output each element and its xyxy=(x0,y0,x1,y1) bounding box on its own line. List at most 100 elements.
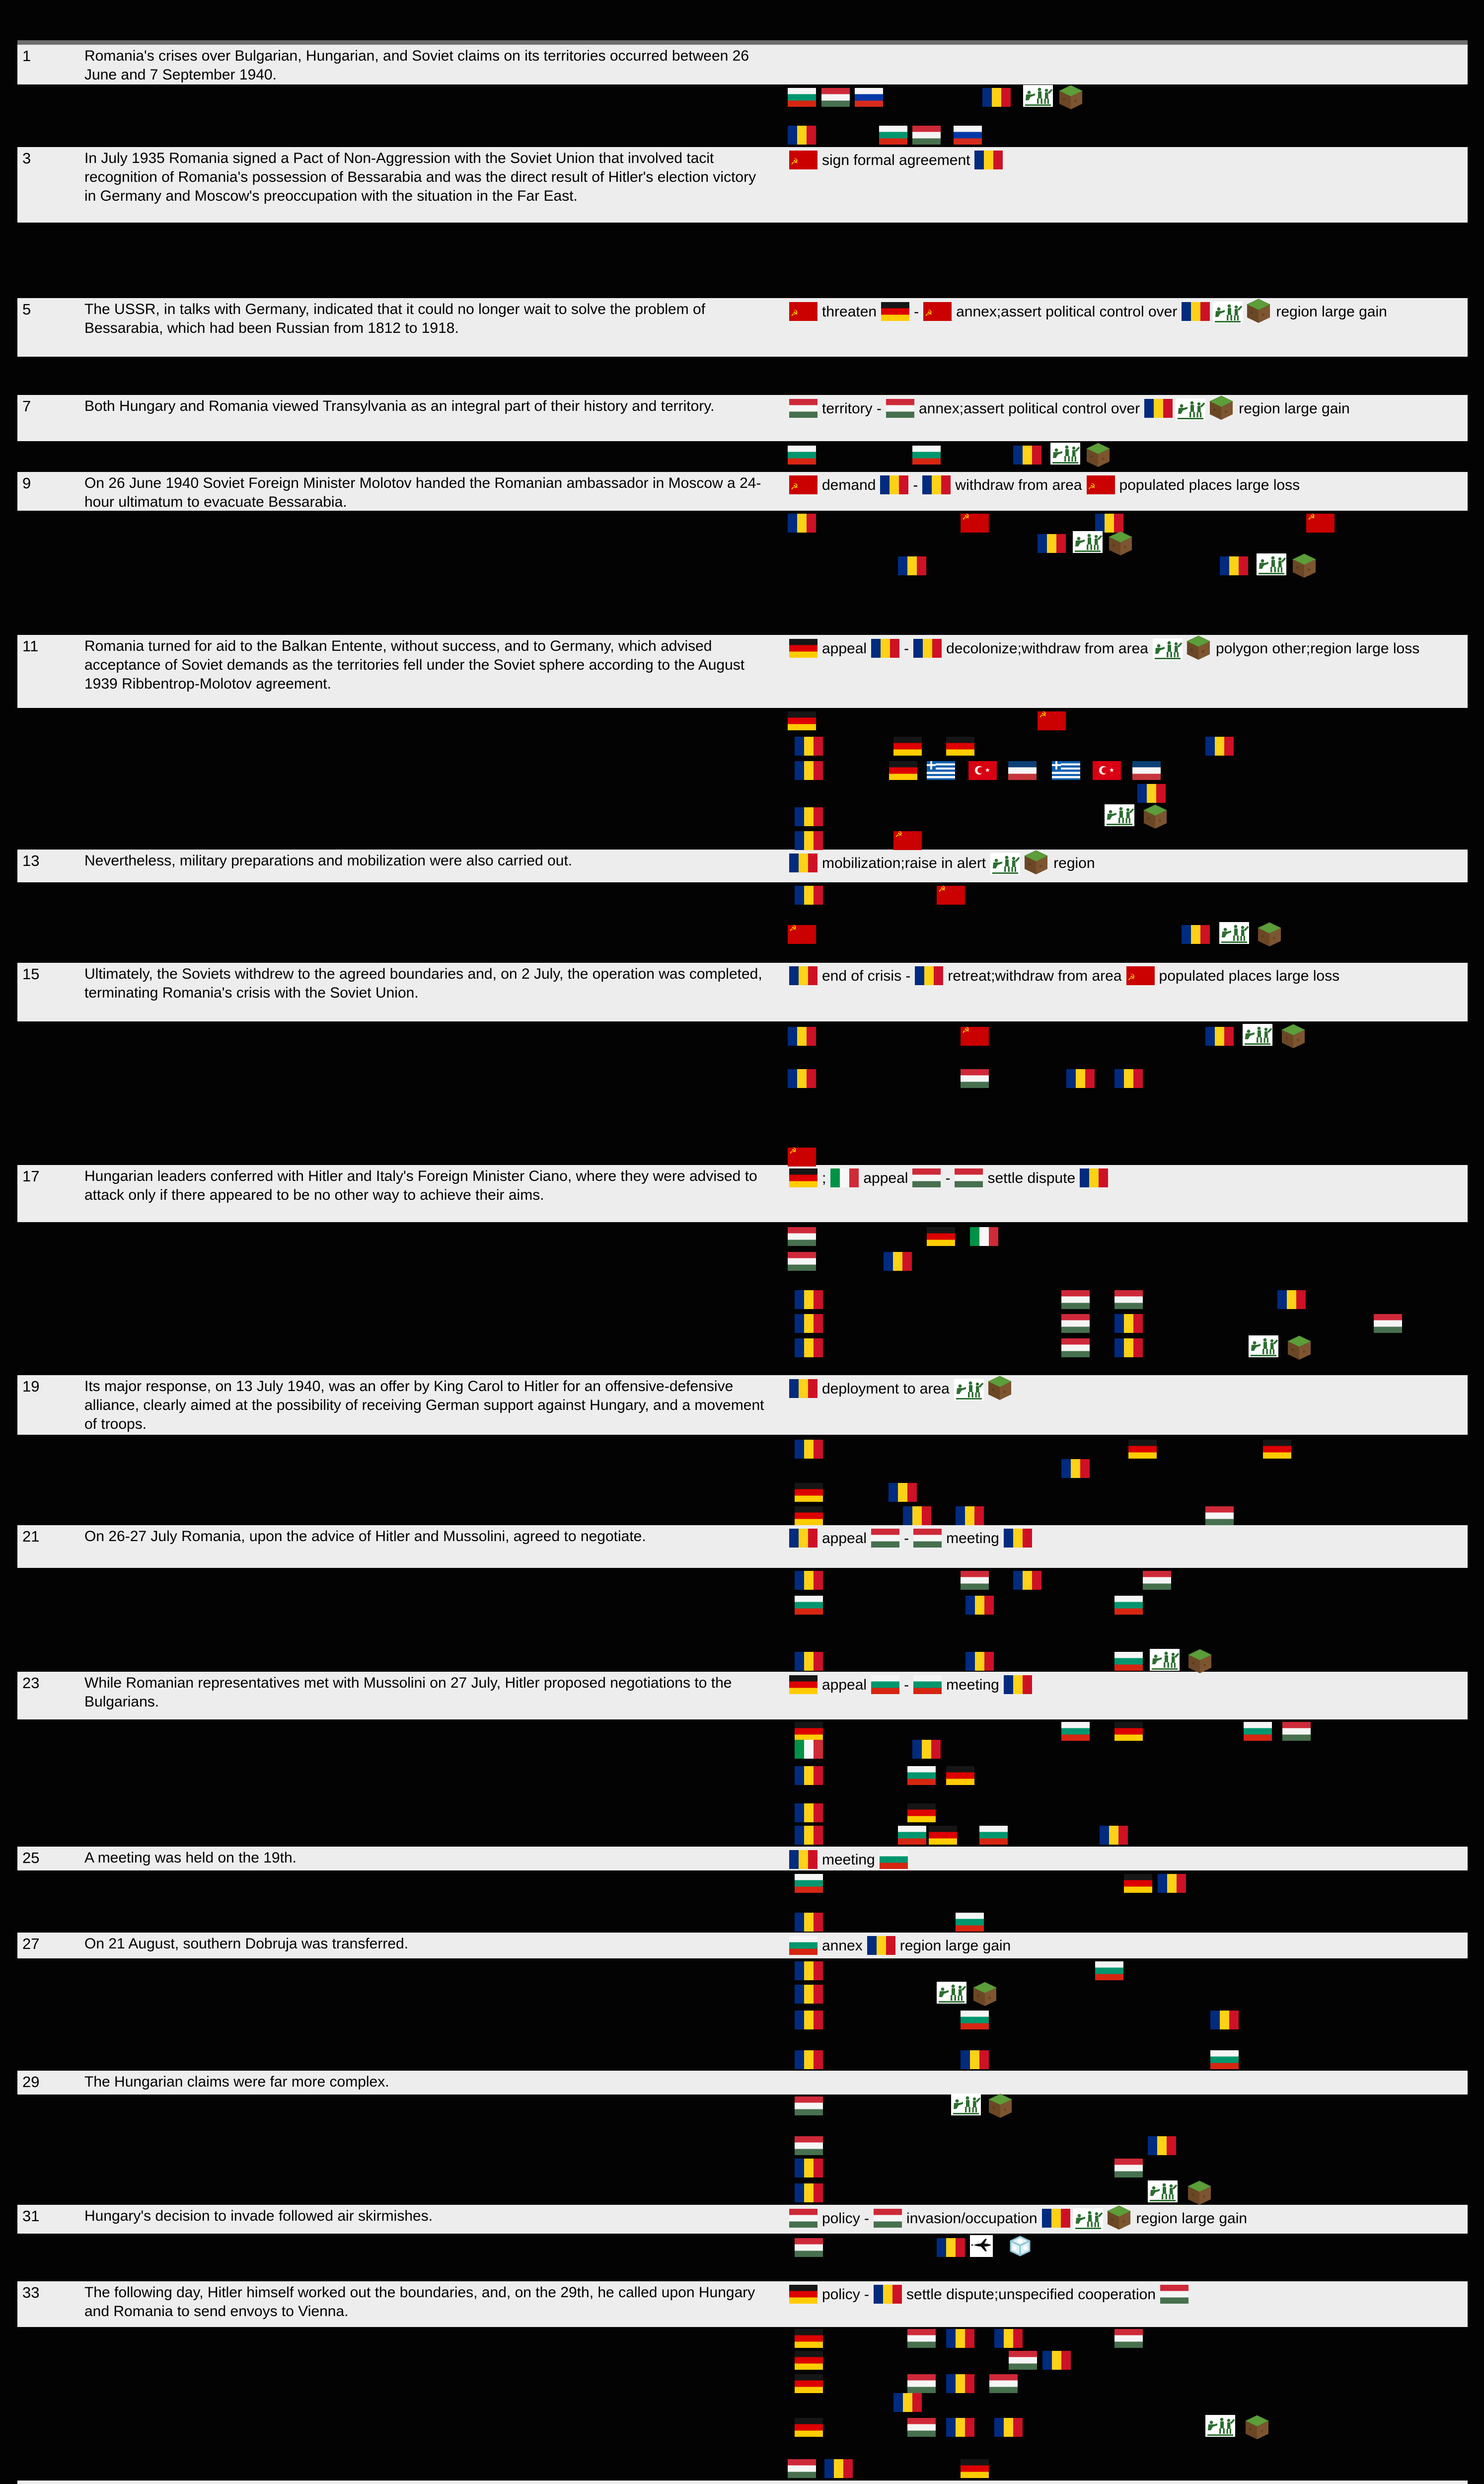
flag-hungary-icon[interactable] xyxy=(1205,1506,1234,1525)
flag-hungary-icon[interactable] xyxy=(907,2329,936,2348)
flag-germany-icon[interactable] xyxy=(795,1483,823,1502)
flag-russia-icon[interactable] xyxy=(855,88,883,107)
soldiers-icon[interactable] xyxy=(1073,531,1103,553)
flag-hungary-icon[interactable] xyxy=(1061,1338,1090,1357)
flag-romania-icon[interactable] xyxy=(795,1803,823,1822)
flag-romania-icon[interactable] xyxy=(1066,1069,1095,1088)
statement-row-3[interactable]: 3 In July 1935 Romania signed a Pact of N… xyxy=(17,147,1468,223)
flag-romania-icon[interactable] xyxy=(1100,1826,1128,1845)
flag-romania-icon[interactable] xyxy=(795,1652,823,1671)
flag-romania-icon[interactable] xyxy=(884,1252,912,1271)
flag-ussr-icon[interactable]: ☭ xyxy=(961,514,989,533)
soldiers-icon[interactable] xyxy=(937,1982,966,2004)
flag-romania-icon[interactable] xyxy=(946,2329,974,2348)
terrain-block-icon[interactable] xyxy=(1286,1335,1312,1360)
ice-block-icon[interactable] xyxy=(1009,2235,1032,2257)
soldiers-icon[interactable] xyxy=(1050,443,1080,465)
flag-romania-icon[interactable] xyxy=(795,1571,823,1590)
flag-turkey-icon[interactable]: ★ xyxy=(1093,761,1121,780)
flag-romania-icon[interactable] xyxy=(889,1483,917,1502)
flag-bulgaria-icon[interactable] xyxy=(795,1596,823,1615)
flag-ussr-icon[interactable]: ☭ xyxy=(788,1148,816,1166)
flag-germany-icon[interactable] xyxy=(795,2418,823,2437)
flag-hungary-icon[interactable] xyxy=(907,2418,936,2437)
statement-row-7[interactable]: 7 Both Hungary and Romania viewed Transyl… xyxy=(17,395,1468,441)
statement-row-33[interactable]: 33 The following day, Hitler himself work… xyxy=(17,2281,1468,2327)
flag-bulgaria-icon[interactable] xyxy=(979,1826,1008,1845)
flag-romania-icon[interactable] xyxy=(1277,1290,1306,1309)
flag-germany-icon[interactable] xyxy=(1128,1440,1157,1459)
flag-germany-icon[interactable] xyxy=(946,737,974,756)
flag-ussr-icon[interactable]: ☭ xyxy=(937,886,965,905)
terrain-block-icon[interactable] xyxy=(972,1982,998,2007)
flag-romania-icon[interactable] xyxy=(1038,534,1066,553)
flag-romania-icon[interactable] xyxy=(1013,446,1041,465)
soldiers-icon[interactable] xyxy=(1148,2180,1178,2202)
flag-hungary-icon[interactable] xyxy=(961,1571,989,1590)
flag-hungary-icon[interactable] xyxy=(795,2136,823,2155)
flag-romania-icon[interactable] xyxy=(795,807,823,826)
flag-romania-icon[interactable] xyxy=(1205,737,1234,756)
flag-germany-icon[interactable] xyxy=(788,711,816,730)
flag-ussr-icon[interactable]: ☭ xyxy=(1306,514,1335,533)
statement-row-9[interactable]: 9 On 26 June 1940 Soviet Foreign Minister… xyxy=(17,472,1468,511)
flag-greece-icon[interactable] xyxy=(1052,761,1080,780)
flag-romania-icon[interactable] xyxy=(795,1338,823,1357)
terrain-block-icon[interactable] xyxy=(1085,443,1111,467)
flag-romania-icon[interactable] xyxy=(795,1985,823,2004)
statement-row-31[interactable]: 31 Hungary's decision to invade followed … xyxy=(17,2205,1468,2234)
flag-romania-icon[interactable] xyxy=(795,2050,823,2069)
soldiers-icon[interactable] xyxy=(1150,1649,1180,1671)
flag-romania-icon[interactable] xyxy=(965,1596,994,1615)
flag-romania-icon[interactable] xyxy=(893,2393,922,2412)
terrain-block-icon[interactable] xyxy=(1108,531,1133,556)
flag-romania-icon[interactable] xyxy=(795,1766,823,1785)
terrain-block-icon[interactable] xyxy=(1187,1649,1213,1674)
soldiers-icon[interactable] xyxy=(1023,85,1053,107)
statement-row-17[interactable]: 17 Hungarian leaders conferred with Hitle… xyxy=(17,1165,1468,1222)
flag-romania-icon[interactable] xyxy=(1114,1069,1143,1088)
terrain-block-icon[interactable] xyxy=(1187,2180,1212,2205)
flag-romania-icon[interactable] xyxy=(1148,2136,1176,2155)
flag-bulgaria-icon[interactable] xyxy=(912,446,941,465)
flag-romania-icon[interactable] xyxy=(1182,925,1210,944)
soldiers-icon[interactable] xyxy=(1219,922,1249,944)
terrain-block-icon[interactable] xyxy=(1244,2415,1270,2440)
flag-romania-icon[interactable] xyxy=(1042,2351,1071,2370)
flag-romania-icon[interactable] xyxy=(795,1290,823,1309)
flag-romania-icon[interactable] xyxy=(898,556,926,575)
flag-bulgaria-icon[interactable] xyxy=(879,126,907,145)
flag-romania-icon[interactable] xyxy=(795,1826,823,1845)
statement-row-1[interactable]: 1 Romania's crises over Bulgarian, Hungar… xyxy=(17,45,1468,84)
flag-bulgaria-icon[interactable] xyxy=(1114,1652,1143,1671)
flag-bulgaria-icon[interactable] xyxy=(907,1766,936,1785)
flag-hungary-icon[interactable] xyxy=(989,2374,1018,2393)
flag-romania-icon[interactable] xyxy=(965,1652,994,1671)
soldiers-icon[interactable] xyxy=(1205,2415,1235,2437)
statement-row-25[interactable]: 25 A meeting was held on the 19th. meeting xyxy=(17,1847,1468,1870)
flag-bulgaria-icon[interactable] xyxy=(956,1913,984,1932)
terrain-block-icon[interactable] xyxy=(1257,922,1282,947)
flag-germany-icon[interactable] xyxy=(946,1766,974,1785)
flag-hungary-icon[interactable] xyxy=(788,1252,816,1271)
flag-ussr-icon[interactable]: ☭ xyxy=(961,1027,989,1046)
flag-romania-icon[interactable] xyxy=(788,514,816,533)
flag-hungary-icon[interactable] xyxy=(1114,2159,1143,2177)
flag-germany-icon[interactable] xyxy=(1124,1874,1152,1893)
flag-romania-icon[interactable] xyxy=(961,2050,989,2069)
flag-romania-icon[interactable] xyxy=(795,831,823,850)
flag-bulgaria-icon[interactable] xyxy=(961,2011,989,2029)
flag-hungary-icon[interactable] xyxy=(788,1227,816,1246)
flag-yugoslavia-icon[interactable] xyxy=(1132,761,1161,780)
terrain-block-icon[interactable] xyxy=(1291,553,1317,578)
flag-romania-icon[interactable] xyxy=(795,1314,823,1333)
terrain-block-icon[interactable] xyxy=(1058,85,1084,110)
flag-romania-icon[interactable] xyxy=(1095,514,1123,533)
flag-romania-icon[interactable] xyxy=(994,2418,1023,2437)
flag-italy-icon[interactable] xyxy=(795,1740,823,1759)
flag-germany-icon[interactable] xyxy=(907,1803,936,1822)
flag-germany-icon[interactable] xyxy=(795,1506,823,1525)
flag-bulgaria-icon[interactable] xyxy=(788,88,816,107)
flag-romania-icon[interactable] xyxy=(982,88,1011,107)
flag-romania-icon[interactable] xyxy=(795,2183,823,2202)
